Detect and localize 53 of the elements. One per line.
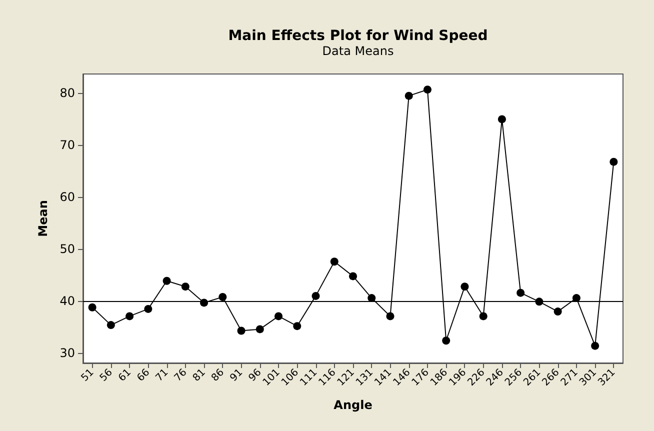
- point: [88, 303, 96, 312]
- x-tick-label: 176: [410, 367, 432, 388]
- point: [312, 292, 320, 300]
- x-tick-label: 91: [228, 367, 246, 384]
- point: [516, 288, 525, 297]
- x-tick-label: 186: [428, 367, 450, 388]
- point: [554, 308, 562, 316]
- point: [404, 92, 413, 100]
- y-tick-label: 80: [60, 86, 75, 100]
- point: [181, 282, 190, 291]
- point: [106, 321, 115, 330]
- point: [386, 312, 394, 320]
- y-tick-label: 40: [60, 294, 75, 308]
- point: [237, 326, 246, 335]
- point: [349, 272, 357, 280]
- x-tick-label: 271: [559, 367, 580, 388]
- x-tick-label: 121: [336, 367, 357, 388]
- point: [423, 86, 432, 94]
- y-tick-label: 60: [60, 190, 75, 204]
- point: [162, 276, 171, 285]
- x-tick-label: 116: [317, 367, 338, 388]
- x-tick-label: 61: [116, 367, 134, 384]
- x-tick-label: 86: [210, 367, 227, 384]
- x-tick-label: 301: [578, 367, 599, 388]
- point: [144, 304, 152, 313]
- chart-title: Main Effects Plot for Wind Speed: [228, 28, 488, 44]
- point: [293, 322, 302, 330]
- y-tick-label: 30: [60, 346, 75, 360]
- x-tick-label: 96: [247, 367, 264, 384]
- x-tick-label: 321: [596, 367, 618, 388]
- chart-subtitle: Data Means: [322, 44, 394, 58]
- x-axis-title: Angle: [334, 398, 372, 412]
- x-tick-label: 51: [79, 367, 96, 384]
- point: [442, 336, 450, 345]
- y-tick-label: 70: [60, 138, 75, 152]
- x-tick-label: 101: [261, 367, 282, 388]
- point: [126, 312, 134, 320]
- y-axis-title: Mean: [36, 200, 50, 237]
- point: [460, 282, 469, 291]
- point: [274, 312, 283, 320]
- point: [479, 312, 488, 320]
- x-tick-label: 66: [135, 367, 152, 384]
- point: [610, 158, 618, 166]
- x-tick-label: 81: [191, 367, 208, 384]
- x-tick-label: 76: [172, 367, 190, 384]
- point: [591, 342, 600, 350]
- x-tick-label: 71: [154, 367, 171, 384]
- x-tick-label: 56: [98, 367, 115, 384]
- point: [498, 115, 506, 124]
- y-tick-label: 50: [60, 242, 75, 256]
- point: [330, 258, 338, 266]
- point: [256, 325, 264, 334]
- point: [218, 292, 227, 301]
